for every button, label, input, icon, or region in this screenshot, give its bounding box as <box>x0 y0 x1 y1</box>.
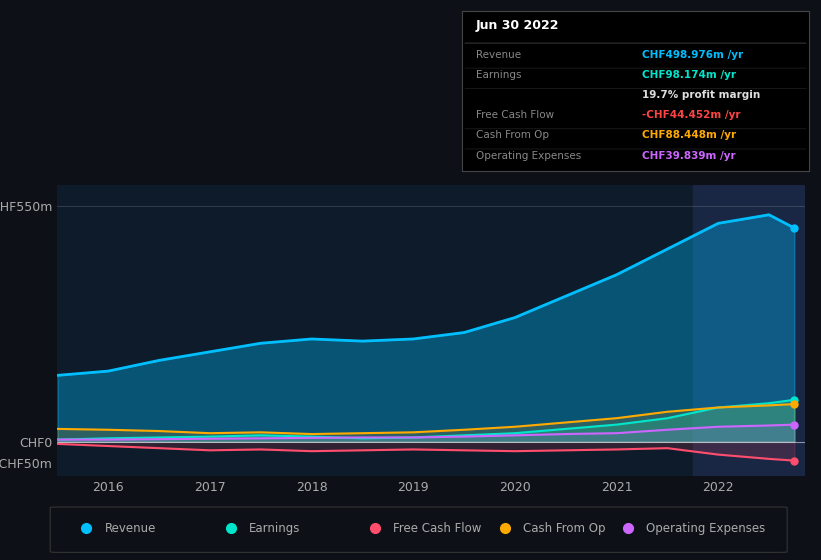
Text: -CHF44.452m /yr: -CHF44.452m /yr <box>642 110 741 120</box>
Text: Cash From Op: Cash From Op <box>524 522 606 535</box>
Text: CHF39.839m /yr: CHF39.839m /yr <box>642 151 736 161</box>
Text: Revenue: Revenue <box>476 49 521 59</box>
Text: 19.7% profit margin: 19.7% profit margin <box>642 90 760 100</box>
Text: Free Cash Flow: Free Cash Flow <box>476 110 554 120</box>
Text: CHF98.174m /yr: CHF98.174m /yr <box>642 70 736 80</box>
Text: CHF498.976m /yr: CHF498.976m /yr <box>642 49 744 59</box>
Text: Free Cash Flow: Free Cash Flow <box>393 522 482 535</box>
Text: Operating Expenses: Operating Expenses <box>646 522 765 535</box>
Text: Earnings: Earnings <box>249 522 300 535</box>
Text: Earnings: Earnings <box>476 70 521 80</box>
Text: CHF88.448m /yr: CHF88.448m /yr <box>642 130 736 141</box>
Text: Operating Expenses: Operating Expenses <box>476 151 581 161</box>
Text: Revenue: Revenue <box>104 522 156 535</box>
Text: Cash From Op: Cash From Op <box>476 130 549 141</box>
Bar <box>693 185 805 476</box>
Text: Jun 30 2022: Jun 30 2022 <box>476 19 560 32</box>
